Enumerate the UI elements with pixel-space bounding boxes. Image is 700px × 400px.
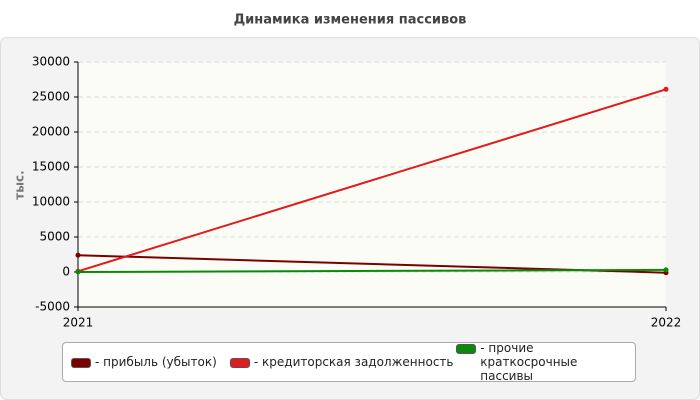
legend-item: кредиторская задолженность: [229, 355, 456, 369]
legend-swatch: [456, 344, 477, 354]
data-point: [75, 269, 81, 275]
y-tick-label: 5000: [39, 230, 70, 244]
legend-label: прибыль (убыток): [95, 355, 217, 369]
chart-title: Динамика изменения пассивов: [234, 13, 467, 28]
series-line: [77, 88, 667, 273]
legend-item: прочие краткосрочные пассивы: [456, 341, 635, 383]
y-tick-label: -5000: [35, 300, 70, 314]
legend-swatch: [229, 358, 250, 368]
legend-item: прибыль (убыток): [71, 355, 230, 369]
data-point: [663, 86, 669, 92]
y-tick-label: 20000: [32, 125, 70, 139]
legend: прибыль (убыток) кредиторская задолженнос…: [62, 341, 636, 383]
y-tick-label: 30000: [32, 55, 70, 69]
plot-area: [78, 62, 666, 307]
x-tick-label: 2021: [63, 316, 94, 330]
y-tick-label: 25000: [32, 90, 70, 104]
data-point: [75, 252, 81, 258]
y-axis-label: тыс.: [13, 170, 27, 199]
y-tick-label: 15000: [32, 160, 70, 174]
x-tick-label: 2022: [651, 316, 682, 330]
y-tick-label: 10000: [32, 195, 70, 209]
y-tick-label: 0: [62, 265, 70, 279]
series-line: [77, 268, 667, 273]
data-point: [663, 267, 669, 273]
legend-swatch: [71, 358, 91, 368]
legend-label: прочие краткосрочные пассивы: [480, 341, 630, 383]
legend-label: кредиторская задолженность: [254, 355, 453, 369]
